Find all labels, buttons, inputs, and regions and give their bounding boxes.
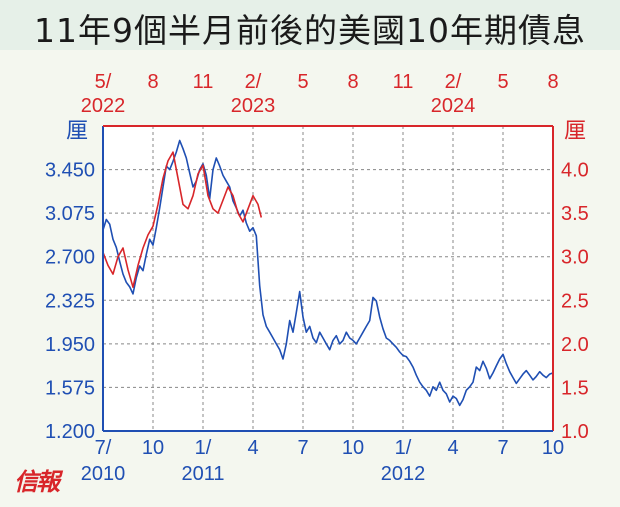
bottom-tick-label: 1/ (395, 437, 412, 459)
right-axis-line (552, 126, 554, 431)
top-tick-label: 8 (147, 71, 158, 93)
bottom-tick-label: 10 (542, 437, 564, 459)
series-layer (102, 139, 554, 407)
bottom-tick-label: 10 (142, 437, 164, 459)
left-tick-label: 1.950 (45, 334, 95, 356)
bottom-tick-label: 7/ (95, 437, 112, 459)
xinbao-logo: 信報 (14, 467, 60, 496)
left-tick-label: 3.075 (45, 203, 95, 225)
right-tick-label: 3.0 (561, 247, 589, 269)
bottom-tick-labels: 7/10 1/4 7 10 1/4 7 10 2010 2011 2012 (81, 437, 564, 485)
left-tick-label: 2.700 (45, 247, 95, 269)
left-axis-unit: 厘 (66, 119, 88, 144)
top-tick-label: 11 (393, 71, 414, 93)
bottom-tick-label: 4 (447, 437, 458, 459)
top-year-label: 2023 (231, 95, 276, 117)
top-tick-label: 8 (547, 71, 558, 93)
left-axis-line (102, 126, 104, 431)
bottom-tick-label: 7 (297, 437, 308, 459)
top-year-label: 2022 (81, 95, 126, 117)
left-tick-label: 1.575 (45, 377, 95, 399)
series-line-blue (102, 139, 554, 407)
bottom-year-label: 2011 (181, 463, 224, 485)
right-tick-label: 1.0 (561, 421, 589, 443)
top-tick-label: 8 (347, 71, 358, 93)
left-tick-label: 2.325 (45, 290, 95, 312)
top-tick-label: 5/ (95, 71, 112, 93)
right-tick-label: 3.5 (561, 203, 589, 225)
left-tick-label: 1.200 (45, 421, 95, 443)
top-axis-line (103, 125, 553, 127)
bottom-axis-line (103, 430, 553, 432)
bottom-year-label: 2010 (81, 463, 126, 485)
top-tick-labels: 5/8 11 2/5 8 11 2/5 8 2022 2023 2024 (81, 71, 559, 117)
top-year-label: 2024 (431, 95, 476, 117)
top-tick-label: 11 (193, 71, 214, 93)
chart-title: 11年9個半月前後的美國10年期債息 (34, 11, 586, 50)
plot-background (103, 126, 553, 431)
bottom-year-label: 2012 (381, 463, 426, 485)
title-bar (0, 0, 620, 50)
top-tick-label: 2/ (245, 71, 262, 93)
right-tick-label: 1.5 (561, 377, 589, 399)
right-tick-label: 2.5 (561, 290, 589, 312)
right-axis-unit: 厘 (564, 119, 586, 144)
top-tick-label: 5 (497, 71, 508, 93)
left-tick-label: 3.450 (45, 160, 95, 182)
right-tick-label: 2.0 (561, 334, 589, 356)
bottom-tick-label: 7 (497, 437, 508, 459)
right-tick-label: 4.0 (561, 160, 589, 182)
series-line-red (102, 151, 263, 289)
bottom-tick-label: 1/ (195, 437, 212, 459)
left-tick-labels: 3.450 3.075 2.700 2.325 1.950 1.575 1.200 (45, 160, 95, 443)
bottom-tick-label: 4 (247, 437, 258, 459)
bottom-tick-label: 10 (342, 437, 364, 459)
grid-layer (103, 126, 553, 431)
top-tick-label: 2/ (445, 71, 462, 93)
right-tick-labels: 4.0 3.5 3.0 2.5 2.0 1.5 1.0 (561, 160, 589, 443)
top-tick-label: 5 (297, 71, 308, 93)
